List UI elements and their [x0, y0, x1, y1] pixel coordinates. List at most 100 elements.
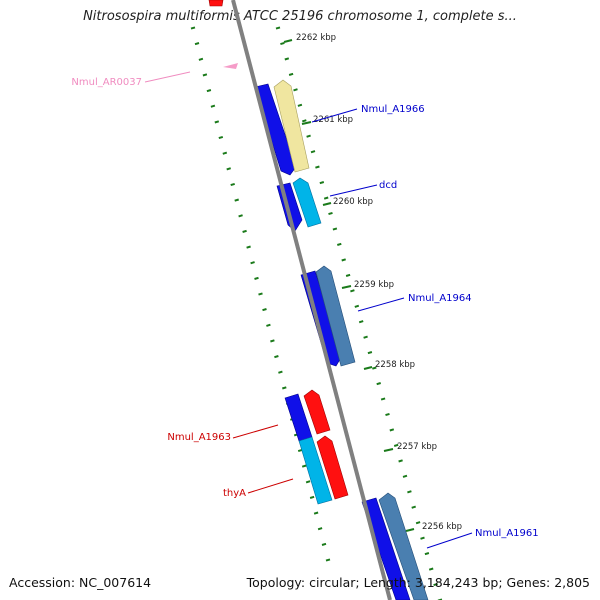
ruler-dot [420, 536, 425, 540]
tick-label: 2261 kbp [313, 115, 353, 125]
topology-text: Topology: circular; Length: 3,184,243 bp… [246, 575, 590, 590]
ruler-dot [317, 527, 323, 531]
ruler-dot [275, 26, 281, 30]
leader-line-nmul-a1961 [426, 532, 473, 549]
ruler-dot [274, 355, 279, 359]
ruler-dot [372, 366, 377, 370]
ruler-dot [411, 505, 416, 509]
gene-label-thya[interactable]: thyA [223, 488, 246, 499]
tick-label: 2262 kbp [296, 33, 336, 43]
tick-label: 2260 kbp [333, 197, 373, 207]
ruler-dot [254, 276, 259, 280]
ruler-dot [424, 552, 430, 556]
ruler-dot [306, 134, 311, 138]
ruler-dot [194, 42, 200, 46]
ruler-dot [242, 229, 247, 233]
ruler-dot [293, 88, 298, 92]
cds-arrow-dcd[interactable] [292, 177, 322, 228]
ruler-dot [321, 542, 327, 546]
ruler-dot [433, 582, 438, 587]
ruler-dot [402, 474, 408, 478]
ruler-dot [206, 89, 212, 93]
ruler-dot [270, 339, 275, 343]
ruler-dot [198, 57, 204, 61]
ruler-dot [210, 104, 216, 108]
rna-arrow-thya[interactable] [316, 435, 349, 500]
ruler-dot [380, 397, 386, 401]
leader-line-nmul-a1963 [232, 424, 279, 439]
cds-arrow-nmul-a1961[interactable] [378, 492, 429, 600]
ruler-dot [415, 521, 421, 525]
ruler-dot [376, 382, 381, 386]
gene-label-nmul-a1966[interactable]: Nmul_A1966 [361, 104, 425, 115]
ruler-dot [282, 386, 287, 390]
ruler-dot [309, 495, 315, 499]
ruler-dot [345, 273, 351, 277]
ruler-dot [258, 292, 263, 296]
gene-label-nmul-ar0037[interactable]: Nmul_AR0037 [71, 77, 142, 88]
ruler-dot [325, 558, 331, 562]
ruler-dot [319, 181, 325, 185]
ruler-dot [302, 119, 307, 123]
cds-arrow-nmul-a1966[interactable] [273, 79, 310, 173]
tick-label: 2258 kbp [375, 360, 415, 370]
ruler-dot [238, 214, 243, 218]
ruler-dot [315, 165, 320, 169]
chromosome-backbone [231, 0, 392, 600]
rna-feature-top[interactable] [208, 0, 224, 7]
tick-2261: 2261 kbp [301, 115, 353, 125]
inner-ruler-dots [190, 26, 331, 562]
ruler-dot [393, 443, 399, 447]
ruler-dot [385, 412, 390, 417]
ruler-dot [398, 459, 403, 463]
ruler-dot [407, 490, 412, 494]
ruler-dot [350, 289, 355, 293]
tick-label: 2259 kbp [354, 280, 394, 290]
ruler-dot [280, 41, 285, 46]
ruler-dot [222, 151, 228, 155]
ruler-dot [262, 308, 267, 312]
ruler-dot [341, 258, 346, 262]
ruler-dot [313, 511, 319, 515]
ruler-dot [278, 370, 283, 374]
outer-ruler-dots [275, 26, 443, 600]
leader-line-dcd [329, 184, 378, 197]
leader-line-nmul-ar0037 [144, 71, 191, 83]
ruler-dot [214, 120, 220, 124]
ruler-dot [250, 261, 255, 265]
ruler-dot [190, 26, 196, 30]
ruler-dot [363, 335, 368, 339]
tick-2256: 2256 kbp [405, 522, 462, 532]
gene-label-nmul-a1964[interactable]: Nmul_A1964 [408, 293, 472, 304]
ruler-dot [202, 73, 208, 77]
tick-2257: 2257 kbp [383, 442, 437, 452]
ncrna-feature-nmul-ar0037[interactable] [223, 63, 238, 69]
gene-arrow-thya-cds[interactable] [298, 436, 333, 505]
gene-arrow-nmul-a1966-forward[interactable] [254, 83, 297, 176]
ruler-dot [301, 464, 307, 468]
tick-label: 2257 kbp [397, 442, 437, 452]
ruler-dot [389, 428, 395, 432]
ruler-dot [246, 245, 251, 249]
tick-label: 2256 kbp [422, 522, 462, 532]
cds-arrow-nmul-a1964[interactable] [315, 265, 356, 367]
tick-2259: 2259 kbp [341, 280, 394, 290]
ruler-dot [323, 196, 329, 200]
accession-text: Accession: NC_007614 [9, 575, 152, 590]
rna-arrow-nmul-a1963[interactable] [303, 389, 331, 435]
gene-label-dcd[interactable]: dcd [379, 180, 397, 191]
gene-label-nmul-a1963[interactable]: Nmul_A1963 [167, 432, 231, 443]
ruler-dot [288, 72, 294, 76]
ruler-dot [266, 323, 271, 327]
ruler-dot [367, 351, 373, 355]
tick-2258: 2258 kbp [363, 360, 415, 370]
ruler-dot [297, 103, 303, 107]
gene-label-nmul-a1961[interactable]: Nmul_A1961 [475, 528, 539, 539]
ruler-dot [234, 198, 239, 202]
gene-arrow-nmul-a1961-forward[interactable] [361, 497, 411, 600]
ruler-dot [354, 304, 360, 308]
leader-line-nmul-a1966 [311, 108, 358, 123]
ruler-dot [337, 242, 342, 246]
